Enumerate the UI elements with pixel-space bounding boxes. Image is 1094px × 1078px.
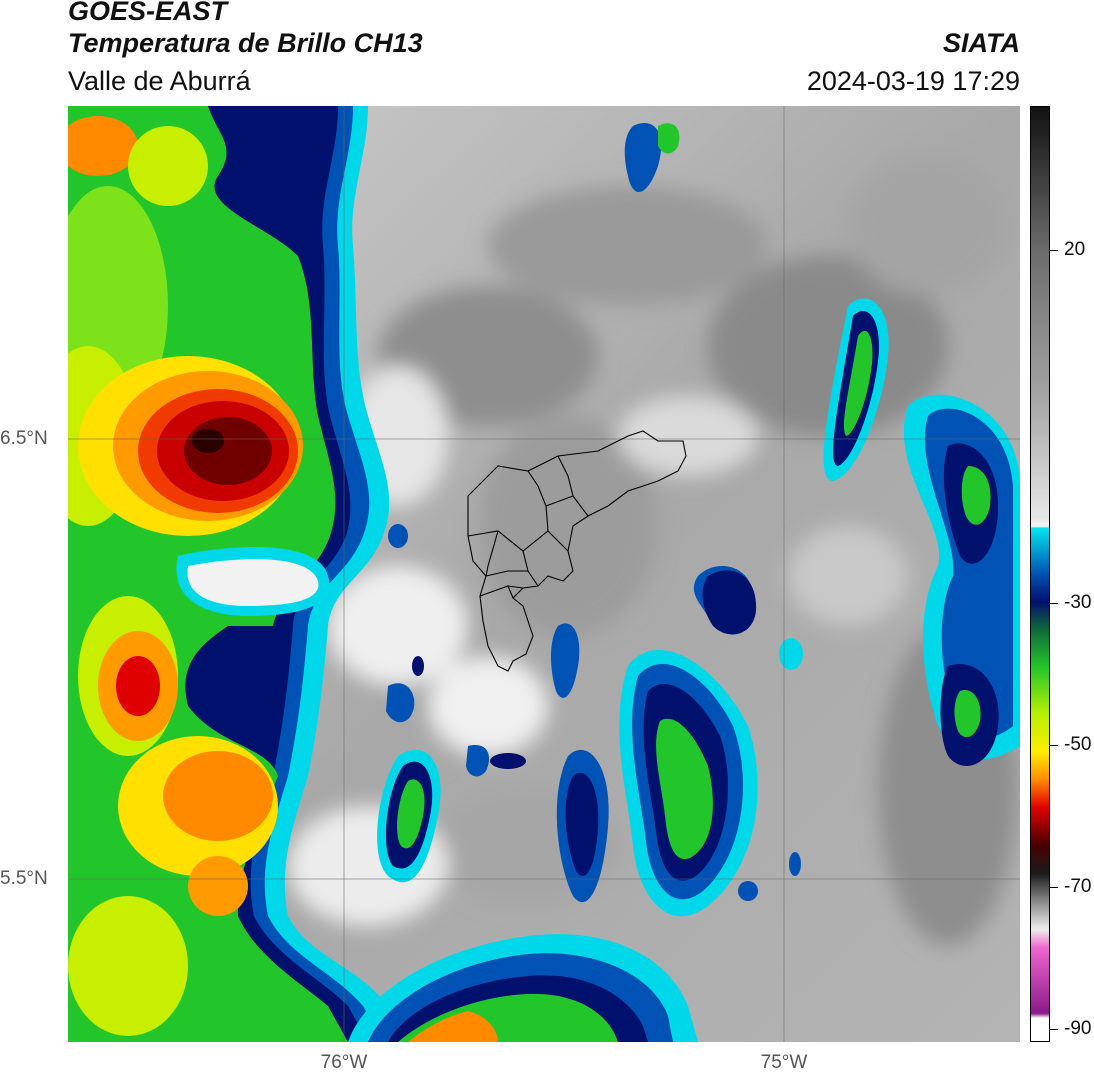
satellite-map[interactable]	[68, 106, 1020, 1042]
west-cloud-band	[68, 106, 408, 1042]
valle-de-aburra-boundary	[467, 430, 687, 672]
south-cloud	[348, 934, 698, 1042]
colorbar-tick	[1050, 745, 1058, 746]
colorbar-label-minus30: -30	[1064, 592, 1092, 613]
gridlines	[68, 106, 1020, 1042]
product-title: Temperatura de Brillo CH13	[68, 28, 423, 58]
datetime-label: 2024-03-19 17:29	[806, 66, 1020, 96]
satellite-title: GOES-EAST	[68, 0, 228, 26]
colorbar-tick	[1050, 887, 1058, 888]
colorbar	[1030, 106, 1050, 1042]
lon-label-76w: 76°W	[320, 1052, 368, 1073]
lon-label-75w: 75°W	[760, 1052, 808, 1073]
colorbar-tick	[1050, 250, 1058, 251]
colorbar-tick	[1050, 1029, 1058, 1030]
lat-label-5-5n: 5.5°N	[0, 868, 48, 889]
organization-label: SIATA	[943, 28, 1020, 58]
lat-label-6-5n: 6.5°N	[0, 428, 48, 449]
region-subtitle: Valle de Aburrá	[68, 66, 251, 96]
colorbar-label-20: 20	[1064, 239, 1086, 260]
colorbar-tick	[1050, 603, 1058, 604]
colorbar-label-minus70: -70	[1064, 876, 1092, 897]
east-cells	[377, 122, 1020, 917]
colorbar-label-minus90: -90	[1064, 1018, 1092, 1039]
colorbar-label-minus50: -50	[1064, 734, 1092, 755]
